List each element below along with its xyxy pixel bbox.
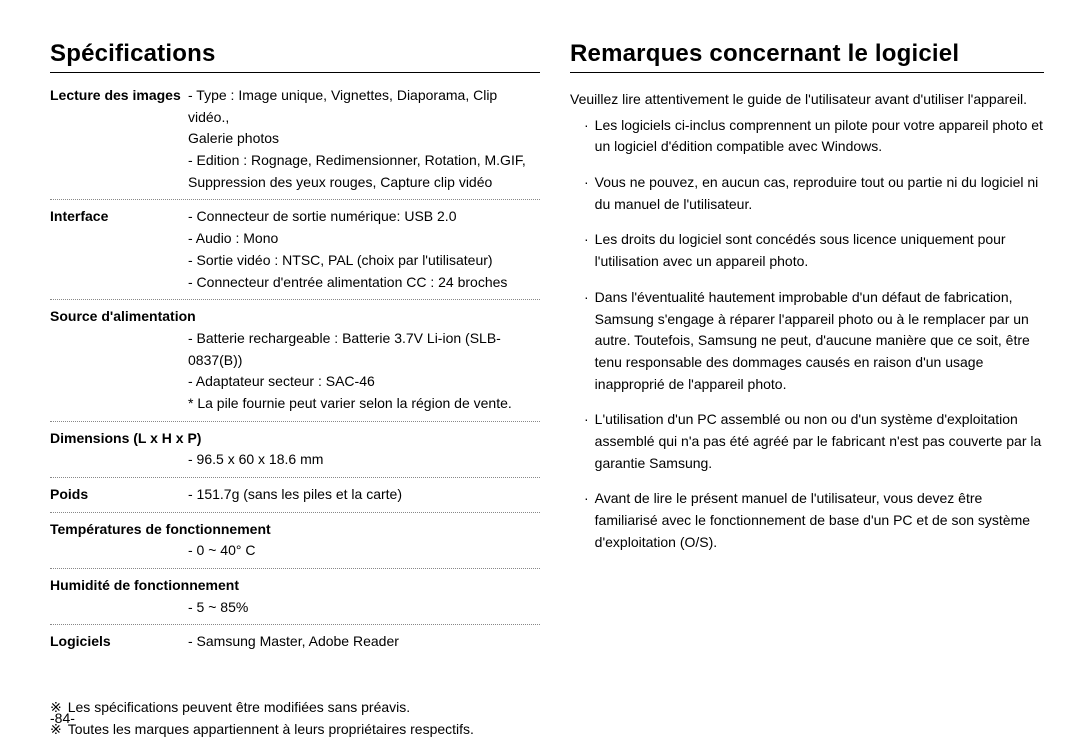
- spec-value: Galerie photos: [188, 128, 540, 150]
- spec-block: Lecture des images- Type : Image unique,…: [50, 79, 540, 200]
- spec-values: - 5 ~ 85%: [50, 597, 540, 619]
- software-intro: Veuillez lire attentivement le guide de …: [570, 89, 1044, 111]
- spec-value: - Edition : Rognage, Redimensionner, Rot…: [188, 150, 540, 172]
- spec-values: - Samsung Master, Adobe Reader: [188, 631, 540, 653]
- spec-value: - 151.7g (sans les piles et la carte): [188, 484, 540, 506]
- bullet-row: · Les droits du logiciel sont concédés so…: [570, 229, 1044, 272]
- spec-block: Logiciels- Samsung Master, Adobe Reader: [50, 625, 540, 659]
- spec-block: Poids- 151.7g (sans les piles et la cart…: [50, 478, 540, 513]
- bullet-row: · Dans l'éventualité hautement improbable…: [570, 287, 1044, 395]
- spec-value: - Audio : Mono: [188, 228, 540, 250]
- spec-row: Interface- Connecteur de sortie numériqu…: [50, 206, 540, 293]
- spec-values: - Type : Image unique, Vignettes, Diapor…: [188, 85, 540, 193]
- spec-values: - 151.7g (sans les piles et la carte): [188, 484, 540, 506]
- spec-label: Poids: [50, 484, 188, 506]
- spec-values: - 96.5 x 60 x 18.6 mm: [50, 449, 540, 471]
- spec-value: Suppression des yeux rouges, Capture cli…: [188, 172, 540, 194]
- bullet-text: Les logiciels ci-inclus comprennent un p…: [595, 115, 1044, 158]
- spec-block: Interface- Connecteur de sortie numériqu…: [50, 200, 540, 300]
- note-row: ※Toutes les marques appartiennent à leur…: [50, 719, 540, 741]
- bullet-dot-icon: ·: [584, 172, 589, 194]
- spec-label: Humidité de fonctionnement: [50, 575, 540, 597]
- software-notes-heading: Remarques concernant le logiciel: [570, 40, 1044, 73]
- bullet-row: · Avant de lire le présent manuel de l'ut…: [570, 488, 1044, 553]
- spec-value: - Sortie vidéo : NTSC, PAL (choix par l'…: [188, 250, 540, 272]
- page: Spécifications Lecture des images- Type …: [0, 0, 1080, 746]
- spec-value: - 5 ~ 85%: [188, 597, 540, 619]
- spec-block: Humidité de fonctionnement- 5 ~ 85%: [50, 569, 540, 625]
- spec-value: - Batterie rechargeable : Batterie 3.7V …: [188, 328, 540, 371]
- spec-value: - Connecteur de sortie numérique: USB 2.…: [188, 206, 540, 228]
- software-bullets: · Les logiciels ci-inclus comprennent un …: [570, 115, 1044, 554]
- bullet-text: Les droits du logiciel sont concédés sou…: [595, 229, 1044, 272]
- bullet-text: L'utilisation d'un PC assemblé ou non ou…: [595, 409, 1044, 474]
- bullet-dot-icon: ·: [584, 488, 589, 510]
- spec-value: - 96.5 x 60 x 18.6 mm: [188, 449, 540, 471]
- bullet-row: · L'utilisation d'un PC assemblé ou non o…: [570, 409, 1044, 474]
- spec-notes: ※Les spécifications peuvent être modifié…: [50, 697, 540, 740]
- spec-value: * La pile fournie peut varier selon la r…: [188, 393, 540, 415]
- spec-label: Logiciels: [50, 631, 188, 653]
- left-column: Spécifications Lecture des images- Type …: [50, 40, 540, 726]
- note-text: Toutes les marques appartiennent à leurs…: [68, 719, 474, 741]
- bullet-dot-icon: ·: [584, 115, 589, 137]
- spec-block: Dimensions (L x H x P)- 96.5 x 60 x 18.6…: [50, 422, 540, 478]
- bullet-text: Vous ne pouvez, en aucun cas, reproduire…: [595, 172, 1044, 215]
- spec-row: Logiciels- Samsung Master, Adobe Reader: [50, 631, 540, 653]
- page-number: -84-: [50, 710, 75, 726]
- spec-list: Lecture des images- Type : Image unique,…: [50, 79, 540, 659]
- spec-values: - 0 ~ 40° C: [50, 540, 540, 562]
- spec-value: - 0 ~ 40° C: [188, 540, 540, 562]
- note-text: Les spécifications peuvent être modifiée…: [68, 697, 410, 719]
- spec-values: - Batterie rechargeable : Batterie 3.7V …: [50, 328, 540, 415]
- specifications-heading: Spécifications: [50, 40, 540, 73]
- spec-label: Températures de fonctionnement: [50, 519, 540, 541]
- spec-value: - Connecteur d'entrée alimentation CC : …: [188, 272, 540, 294]
- spec-row: Lecture des images- Type : Image unique,…: [50, 85, 540, 193]
- spec-label: Interface: [50, 206, 188, 228]
- spec-block: Source d'alimentation- Batterie recharge…: [50, 300, 540, 421]
- bullet-text: Avant de lire le présent manuel de l'uti…: [595, 488, 1044, 553]
- spec-values: - Connecteur de sortie numérique: USB 2.…: [188, 206, 540, 293]
- bullet-text: Dans l'éventualité hautement improbable …: [595, 287, 1044, 395]
- spec-label: Lecture des images: [50, 85, 188, 107]
- spec-value: - Samsung Master, Adobe Reader: [188, 631, 540, 653]
- bullet-dot-icon: ·: [584, 409, 589, 431]
- right-column: Remarques concernant le logiciel Veuille…: [570, 40, 1044, 726]
- spec-label: Source d'alimentation: [50, 306, 540, 328]
- spec-block: Températures de fonctionnement- 0 ~ 40° …: [50, 513, 540, 569]
- bullet-row: · Les logiciels ci-inclus comprennent un …: [570, 115, 1044, 158]
- note-row: ※Les spécifications peuvent être modifié…: [50, 697, 540, 719]
- bullet-dot-icon: ·: [584, 229, 589, 251]
- bullet-dot-icon: ·: [584, 287, 589, 309]
- spec-value: - Type : Image unique, Vignettes, Diapor…: [188, 85, 540, 128]
- spec-value: - Adaptateur secteur : SAC-46: [188, 371, 540, 393]
- bullet-row: · Vous ne pouvez, en aucun cas, reproduir…: [570, 172, 1044, 215]
- spec-label: Dimensions (L x H x P): [50, 428, 540, 450]
- spec-row: Poids- 151.7g (sans les piles et la cart…: [50, 484, 540, 506]
